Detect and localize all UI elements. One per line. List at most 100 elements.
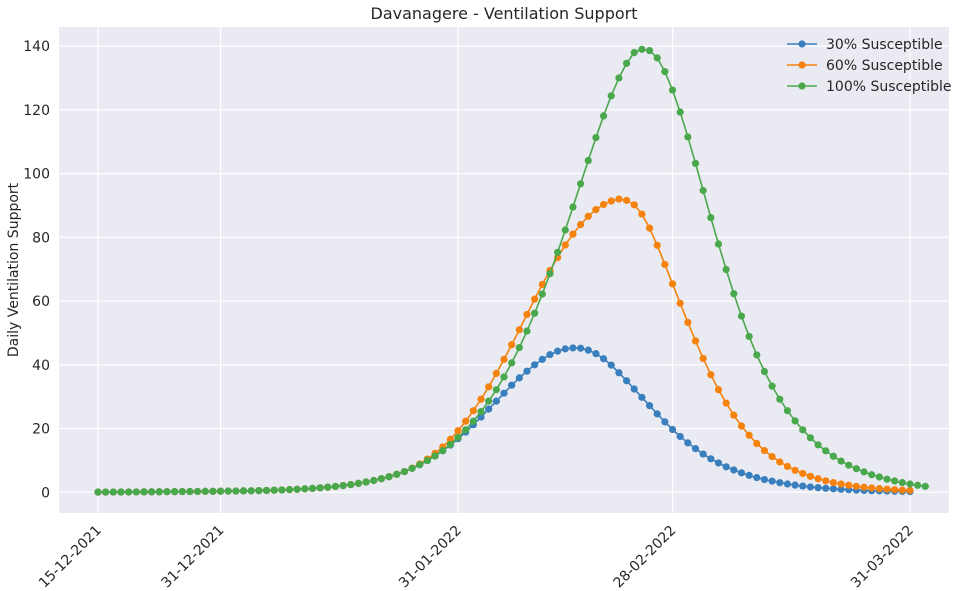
data-point [109,488,117,496]
data-point [408,464,416,472]
data-point [331,482,340,491]
legend-entry: 100% Susceptible [787,79,952,95]
data-point [883,475,891,483]
data-point [515,374,523,382]
data-point [607,92,615,100]
data-point [891,486,899,494]
data-point [676,432,684,441]
y-tick-label: 80 [32,230,50,246]
x-tick-label: 28-02-2022 [611,523,680,591]
data-point [592,350,600,358]
grid [59,27,949,513]
data-point [791,481,799,489]
data-point [829,485,838,493]
data-point [569,203,577,211]
data-point [745,332,753,341]
data-point [500,389,508,397]
data-point [454,433,462,442]
data-point [722,463,730,471]
data-point [561,345,569,353]
data-point [285,486,294,494]
data-point [768,452,776,461]
data-point [630,385,638,393]
data-point [837,457,845,465]
data-point [316,484,324,492]
data-point [171,488,179,496]
data-point [730,466,738,474]
data-point [94,488,102,496]
data-point [753,439,761,448]
data-point [515,326,523,334]
data-point [477,395,485,403]
data-point [707,371,715,379]
data-point [645,46,654,55]
data-point [783,462,792,471]
data-point [630,201,638,209]
data-point [852,482,860,490]
data-point [737,469,746,477]
data-point [676,299,684,307]
data-point [875,473,883,481]
data-point [577,180,585,188]
data-point [615,74,623,82]
data-point [622,377,631,385]
data-point [737,312,746,320]
data-point [492,397,500,405]
data-point [592,206,600,214]
data-point [898,486,906,494]
data-point [722,399,730,407]
data-point [691,159,700,167]
data-point [500,373,508,381]
data-point [362,478,370,486]
data-point [822,484,830,492]
data-point [599,355,608,363]
data-point [906,480,914,488]
data-point [592,133,600,142]
data-point [707,455,715,463]
legend: 30% Susceptible 60% Susceptible 100% Susce… [787,37,952,95]
data-point [814,484,822,492]
data-point [914,481,922,489]
data-point [278,486,286,494]
data-point [622,59,631,67]
data-point [806,434,815,442]
data-point [783,407,792,415]
data-point [477,408,485,416]
data-point [615,195,623,203]
data-point [523,327,531,335]
data-point [531,361,539,369]
data-point [117,488,125,496]
data-point [132,488,140,496]
data-point [776,458,784,466]
legend-label: 30% Susceptible [826,37,943,53]
y-tick-label: 0 [41,485,50,501]
data-point [561,226,569,234]
data-point [599,112,608,120]
data-point [477,413,485,421]
data-point [339,481,347,490]
data-point [645,402,654,410]
data-point [523,367,531,375]
series-2 [94,45,929,496]
data-point [852,465,860,473]
legend-label: 100% Susceptible [826,79,952,95]
data-point [860,483,868,491]
data-point [538,290,546,298]
data-point [462,417,470,425]
data-point [209,487,217,495]
data-point [799,469,807,478]
data-point [691,445,700,453]
y-tick-label: 120 [23,103,50,119]
data-point [508,381,516,389]
data-point [638,210,646,218]
data-point [255,487,263,495]
y-axis-label: Daily Ventilation Support [6,182,22,357]
data-point [178,487,186,496]
data-point [485,383,493,391]
data-point [554,347,562,355]
data-point [446,440,454,449]
data-point [577,344,585,352]
data-point [515,344,523,352]
data-point [699,354,707,363]
